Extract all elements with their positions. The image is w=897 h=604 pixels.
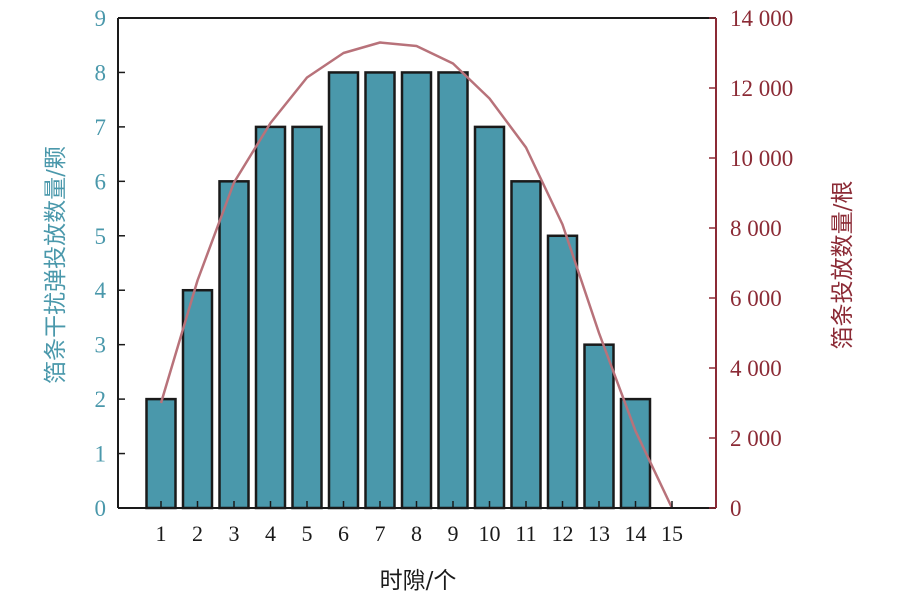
left-tick-label: 9 [95, 6, 107, 31]
x-tick-label: 8 [411, 521, 422, 546]
bar-4 [254, 125, 287, 510]
left-tick-label: 3 [95, 333, 107, 358]
x-tick-label: 11 [515, 521, 536, 546]
right-tick-label: 8 000 [730, 216, 782, 241]
bar-9 [437, 71, 469, 510]
bar-2 [181, 288, 214, 510]
line-series-chaff-count [159, 41, 674, 509]
x-tick-label: 6 [338, 521, 349, 546]
bar-3 [218, 180, 250, 510]
left-tick-label: 1 [95, 442, 107, 467]
x-tick-label: 1 [156, 521, 167, 546]
right-tick-label: 14 000 [730, 6, 793, 31]
bars-layer [145, 71, 652, 510]
bar-7 [364, 71, 396, 510]
x-tick-label: 9 [448, 521, 459, 546]
bar-13 [583, 343, 615, 510]
bar-12 [546, 234, 579, 510]
left-tick-label: 4 [95, 278, 107, 303]
x-tick-label: 12 [552, 521, 574, 546]
x-tick-label: 3 [229, 521, 240, 546]
left-tick-label: 5 [95, 224, 107, 249]
left-tick-label: 0 [95, 496, 107, 521]
x-axis-title: 时隙/个 [380, 568, 457, 594]
right-tick-label: 10 000 [730, 146, 793, 171]
right-tick-label: 2 000 [730, 426, 782, 451]
x-tick-label: 10 [479, 521, 501, 546]
right-tick-label: 6 000 [730, 286, 782, 311]
x-tick-label: 5 [302, 521, 313, 546]
bar-5 [291, 125, 323, 510]
bar-6 [327, 71, 360, 510]
bar-10 [473, 125, 506, 510]
right-tick-label: 0 [730, 496, 742, 521]
line-layer [159, 41, 674, 509]
left-tick-label: 8 [95, 60, 107, 85]
left-tick-label: 6 [95, 169, 107, 194]
right-y-axis-title: 箔条投放数量/根 [830, 181, 856, 350]
x-tick-label: 13 [588, 521, 610, 546]
right-tick-label: 4 000 [730, 356, 782, 381]
left-tick-label: 7 [95, 115, 107, 140]
x-tick-label: 15 [661, 521, 683, 546]
right-tick-label: 12 000 [730, 76, 793, 101]
x-tick-label: 14 [625, 521, 647, 546]
bar-11 [510, 180, 542, 510]
bar-8 [400, 71, 433, 510]
x-tick-label: 2 [192, 521, 203, 546]
x-tick-label: 4 [265, 521, 276, 546]
x-tick-label: 7 [375, 521, 386, 546]
bar-1 [145, 397, 177, 510]
left-tick-label: 2 [95, 387, 107, 412]
left-y-axis-title: 箔条干扰弹投放数量/颗 [43, 146, 69, 384]
